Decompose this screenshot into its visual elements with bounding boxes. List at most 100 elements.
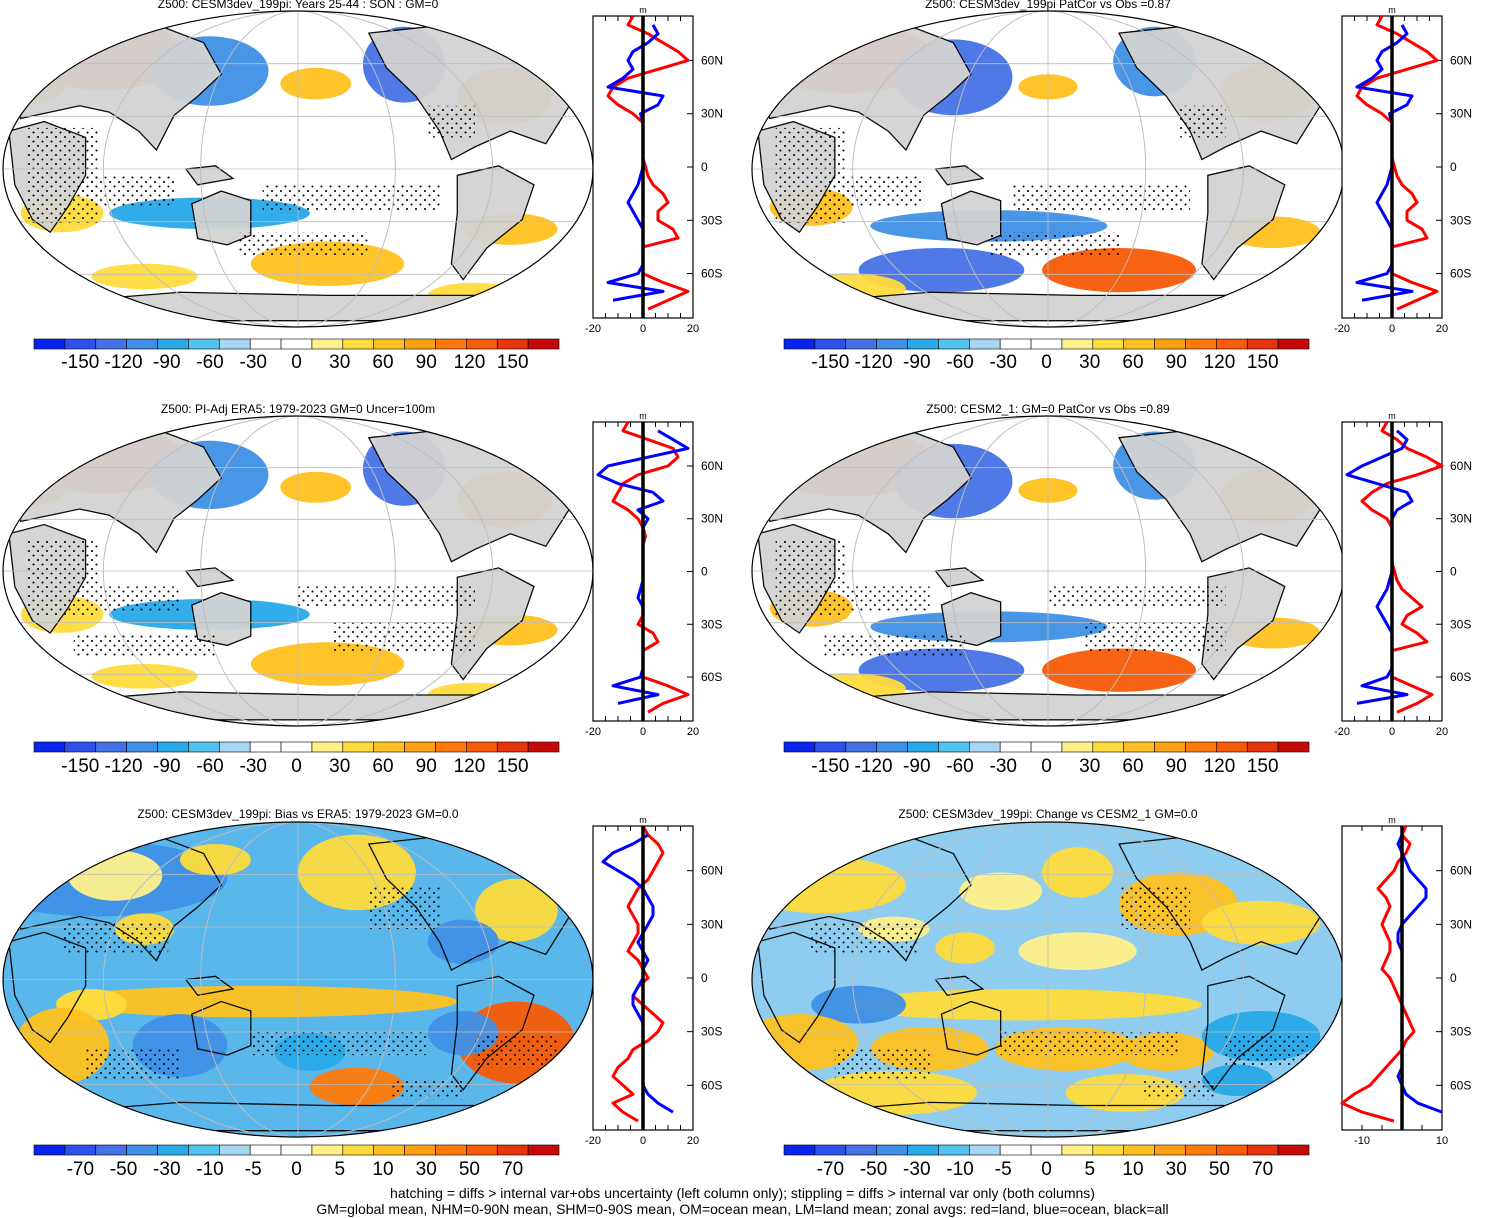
colorbar-swatch [1061, 338, 1094, 350]
y-tick-label: 60S [1450, 1078, 1471, 1092]
colorbar-swatch [157, 741, 189, 753]
colorbar-swatch [496, 1144, 529, 1156]
zonal-avg-units: m [1388, 5, 1396, 15]
x-tick-label: 0 [1389, 726, 1395, 738]
colorbar: -150 -120 -90 -60 -30 0 30 60 90 120 150 [33, 741, 560, 777]
anomaly-contour [1042, 248, 1197, 293]
colorbar-swatch [218, 338, 251, 350]
colorbar-swatch [496, 741, 529, 753]
colorbar-swatch [876, 338, 908, 350]
stippling-region [475, 1036, 558, 1068]
colorbar-swatch [1185, 1144, 1217, 1156]
colorbar-swatch [938, 1144, 970, 1156]
zonal-avg-plot: m -20 0 20 60N 30N 0 30S 60S [1334, 411, 1472, 738]
colorbar-swatch [404, 1144, 436, 1156]
stippling-region [775, 540, 847, 618]
colorbar-label: 150 [1247, 352, 1279, 373]
colorbar-label: -30 [903, 1159, 930, 1180]
anomaly-contour [91, 263, 198, 290]
longitude-gridline [200, 822, 396, 1137]
colorbar-label: -30 [990, 756, 1017, 777]
panel-title: Z500: CESM3dev_199pi PatCor vs Obs =0.87 [925, 0, 1171, 11]
colorbar-swatch [280, 338, 313, 350]
stippling-region [368, 885, 440, 930]
colorbar-swatch [814, 338, 847, 350]
colorbar: -150 -120 -90 -60 -30 0 30 60 90 120 150 [33, 338, 560, 373]
colorbar-label: 10 [1122, 1159, 1143, 1180]
stippling-region [834, 1048, 930, 1081]
stippling-region [1178, 105, 1226, 138]
x-tick-label: -20 [1334, 726, 1350, 738]
chart-panel-2: Z500: CESM3dev_199pi PatCor vs Obs =0.87… [751, 0, 1472, 373]
land-africa [757, 931, 836, 1044]
colorbar-swatch [466, 338, 498, 350]
anomaly-contour [280, 67, 352, 100]
colorbar-label: 120 [1204, 352, 1236, 373]
colorbar-label: 0 [291, 1159, 302, 1180]
x-tick-label: 20 [687, 1135, 699, 1147]
colorbar-swatch [95, 1144, 127, 1156]
colorbar: -150 -120 -90 -60 -30 0 30 60 90 120 150 [783, 741, 1310, 777]
x-tick-label: 0 [640, 1135, 646, 1147]
colorbar-swatch [845, 338, 877, 350]
colorbar-swatch [938, 338, 970, 350]
colorbar-swatch [938, 741, 970, 753]
colorbar-label: 30 [416, 1159, 437, 1180]
colorbar-label: 60 [372, 756, 393, 777]
x-tick-label: -20 [585, 323, 601, 335]
longitude-gridline [102, 416, 494, 726]
colorbar-label: 30 [1079, 352, 1100, 373]
anomaly-contour [1201, 1064, 1273, 1097]
anomaly-contour [846, 988, 1202, 1021]
colorbar-swatch [1154, 338, 1186, 350]
colorbar-swatch [342, 338, 375, 350]
colorbar-label: -90 [153, 756, 180, 777]
colorbar-swatch [95, 741, 127, 753]
chart-panel-4: Z500: CESM2_1: GM=0 PatCor vs Obs =0.89 -… [751, 402, 1472, 777]
anomaly-contour [309, 1067, 405, 1106]
colorbar-swatch [249, 1144, 282, 1156]
colorbar-label: 0 [291, 352, 302, 373]
panel-title: Z500: PI-Adj ERA5: 1979-2023 GM=0 Uncer=… [161, 402, 435, 416]
zonal-avg-units: m [639, 815, 647, 825]
footer-note-legend: GM=global mean, NHM=0-90N mean, SHM=0-90… [316, 1201, 1169, 1217]
longitude-gridline [102, 822, 494, 1137]
land-indonesia [934, 165, 985, 186]
colorbar-swatch [907, 741, 939, 753]
map-area [3, 11, 593, 327]
chart-panel-1: Z500: CESM3dev_199pi: Years 25-44 : SON … [2, 0, 723, 373]
colorbar-label: -10 [196, 1159, 223, 1180]
anomaly-contour [752, 856, 906, 914]
colorbar-swatch [218, 1144, 251, 1156]
colorbar-label: 150 [497, 352, 529, 373]
chart-panel-5: Z500: CESM3dev_199pi: Bias vs ERA5: 1979… [2, 807, 723, 1180]
colorbar-swatch [342, 741, 375, 753]
colorbar-swatch [342, 1144, 375, 1156]
land-indonesia [184, 975, 235, 996]
anomaly-contour [250, 642, 405, 686]
colorbar-swatch [1277, 338, 1310, 350]
colorbar-swatch [1246, 1144, 1279, 1156]
colorbar-label: 50 [1209, 1159, 1230, 1180]
colorbar-swatch [435, 1144, 467, 1156]
stippling-region [97, 586, 180, 612]
colorbar-swatch [373, 741, 405, 753]
colorbar-swatch [527, 741, 560, 753]
colorbar-label: 10 [372, 1159, 393, 1180]
zonal-avg-units: m [1388, 411, 1396, 421]
stippling-region [1012, 184, 1191, 211]
y-tick-label: 60N [1450, 53, 1472, 67]
colorbar-swatch [1154, 1144, 1186, 1156]
colorbar-label: -120 [855, 756, 893, 777]
y-tick-label: 60N [701, 459, 723, 473]
colorbar-label: -50 [110, 1159, 137, 1180]
colorbar-label: -50 [860, 1159, 887, 1180]
colorbar-swatch [280, 741, 313, 753]
colorbar-swatch [435, 338, 467, 350]
x-tick-label: 0 [1389, 323, 1395, 335]
stippling-region [1083, 620, 1226, 652]
anomaly-contour [1018, 932, 1137, 971]
land-indonesia [184, 165, 235, 186]
colorbar-swatch [1277, 741, 1310, 753]
y-tick-label: 30S [1450, 1025, 1471, 1039]
